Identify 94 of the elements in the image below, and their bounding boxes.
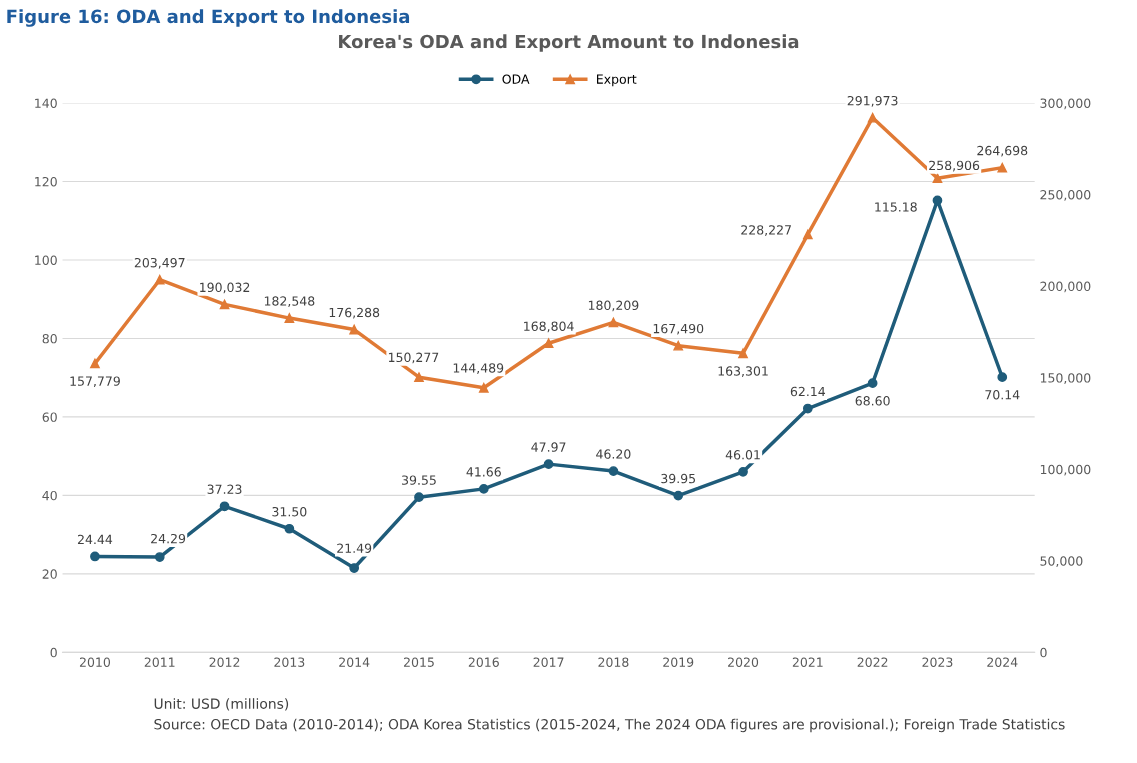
point	[284, 313, 295, 323]
point	[154, 274, 165, 285]
x-tick-label: 2018	[598, 657, 629, 667]
point	[932, 173, 943, 184]
y-tick-label: 100	[35, 255, 57, 265]
point	[867, 378, 878, 389]
data-label: 150,277	[388, 352, 439, 364]
point	[867, 112, 878, 123]
y-tick-label: 40	[42, 490, 57, 501]
data-label: 203,497	[134, 257, 185, 269]
data-label: 228,227	[741, 225, 791, 236]
y2-tick-label: 0	[1040, 647, 1047, 658]
legend-label: ODA	[502, 74, 530, 84]
data-label: 163,301	[718, 366, 768, 377]
text: Unit: USD (millions)	[154, 698, 289, 711]
point	[608, 317, 619, 328]
data-label: 180,209	[588, 300, 639, 312]
point	[349, 563, 360, 573]
point	[997, 162, 1008, 173]
point	[90, 358, 100, 369]
source-note: Source: OECD Data (2010-2014); ODA Korea Statistics (2015-2024, The 2024 ODA figures are provisional.); Foreign Trade Statistics	[154, 718, 1065, 733]
data-label: 144,489	[453, 363, 504, 374]
x-tick-label: 2021	[792, 657, 823, 667]
x-tick-label: 2015	[403, 657, 434, 667]
data-label: 264,698	[977, 145, 1028, 157]
data-label: 70.14	[985, 390, 1020, 400]
data-label: 24.29	[151, 533, 186, 544]
data-label: 46.01	[725, 450, 760, 460]
point	[673, 490, 684, 501]
data-label: 168,804	[524, 321, 574, 333]
point	[154, 552, 165, 562]
point	[738, 466, 748, 477]
x-tick-label: 2020	[728, 657, 759, 667]
x-tick-label: 2014	[339, 657, 370, 667]
x-tick-label: 2012	[209, 657, 240, 667]
y2-tick-label: 150,000	[1040, 373, 1091, 384]
point	[478, 382, 489, 393]
legend-label: Export	[597, 74, 637, 87]
data-label: 62.14	[790, 386, 826, 397]
point	[802, 229, 813, 240]
data-label: 68.60	[855, 396, 890, 406]
data-label: 37.23	[207, 484, 242, 494]
y2-tick-label: 100,000	[1040, 464, 1091, 476]
data-label: 47.97	[531, 442, 566, 452]
point	[414, 492, 424, 503]
caption: Figure 16: ODA and Export to Indonesia	[7, 9, 410, 27]
x-tick-label: 2019	[663, 657, 694, 667]
point	[997, 372, 1008, 382]
x-tick-label: 2016	[468, 657, 499, 667]
point	[608, 466, 619, 476]
data-label: 115.18	[875, 202, 917, 212]
y-tick-label: 120	[35, 176, 57, 187]
data-label: 291,973	[847, 95, 898, 107]
data-label: 31.50	[272, 506, 307, 517]
y2-tick-label: 200,000	[1040, 281, 1091, 293]
y-tick-label: 20	[42, 569, 57, 579]
x-tick-label: 2011	[144, 657, 175, 667]
data-label: 24.44	[77, 534, 113, 544]
point	[349, 324, 360, 335]
point	[219, 501, 230, 512]
y-tick-label: 60	[42, 412, 57, 422]
x-tick-label: 2023	[922, 657, 953, 667]
y2-tick-label: 50,000	[1040, 556, 1083, 568]
x-tick-label: 2022	[857, 657, 888, 667]
point	[478, 484, 489, 494]
data-label: 190,032	[200, 282, 250, 294]
data-label: 167,490	[653, 323, 704, 335]
data-label: 39.55	[402, 475, 436, 485]
y-tick-label: 80	[42, 333, 57, 344]
y-tick-label: 0	[50, 647, 57, 658]
chart-title: Korea's ODA and Export Amount to Indonesia	[339, 34, 799, 52]
data-label: 21.49	[337, 543, 372, 553]
data-label: 176,288	[329, 307, 380, 319]
data-label: 258,906	[929, 160, 980, 172]
data-label: 46.20	[596, 449, 631, 459]
point	[90, 551, 100, 562]
data-label: 157,779	[70, 376, 120, 388]
point	[802, 403, 813, 414]
x-tick-label: 2017	[533, 657, 564, 667]
point	[738, 348, 748, 359]
x-tick-label: 2013	[274, 657, 305, 667]
data-label: 41.66	[466, 467, 501, 477]
x-tick-label: 2010	[79, 657, 111, 667]
point	[414, 372, 424, 383]
y-tick-label: 140	[35, 98, 57, 108]
data-label: 39.95	[661, 473, 696, 484]
x-tick-label: 2024	[987, 657, 1018, 667]
data-label: 182,548	[264, 296, 315, 308]
point	[673, 340, 684, 351]
y2-tick-label: 250,000	[1040, 190, 1091, 201]
point	[219, 299, 230, 310]
point	[543, 459, 554, 469]
y2-tick-label: 300,000	[1040, 98, 1091, 110]
point	[284, 523, 295, 534]
